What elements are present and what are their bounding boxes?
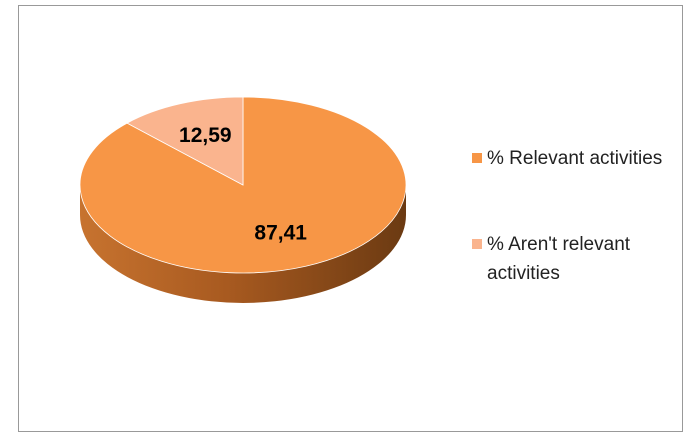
legend-label: % Relevant activities bbox=[487, 148, 663, 169]
legend-item: % Aren't relevant activities bbox=[472, 230, 672, 288]
legend-swatch bbox=[472, 153, 482, 163]
legend-label: % Aren't relevant activities bbox=[487, 234, 631, 284]
pie-slice bbox=[126, 96, 244, 186]
legend-item: % Relevant activities bbox=[472, 144, 672, 173]
pie-side bbox=[80, 185, 406, 303]
data-label: 12,59 bbox=[179, 124, 232, 147]
data-label: 87,41 bbox=[254, 221, 307, 244]
legend-swatch bbox=[472, 239, 482, 249]
pie-slice bbox=[79, 96, 407, 274]
